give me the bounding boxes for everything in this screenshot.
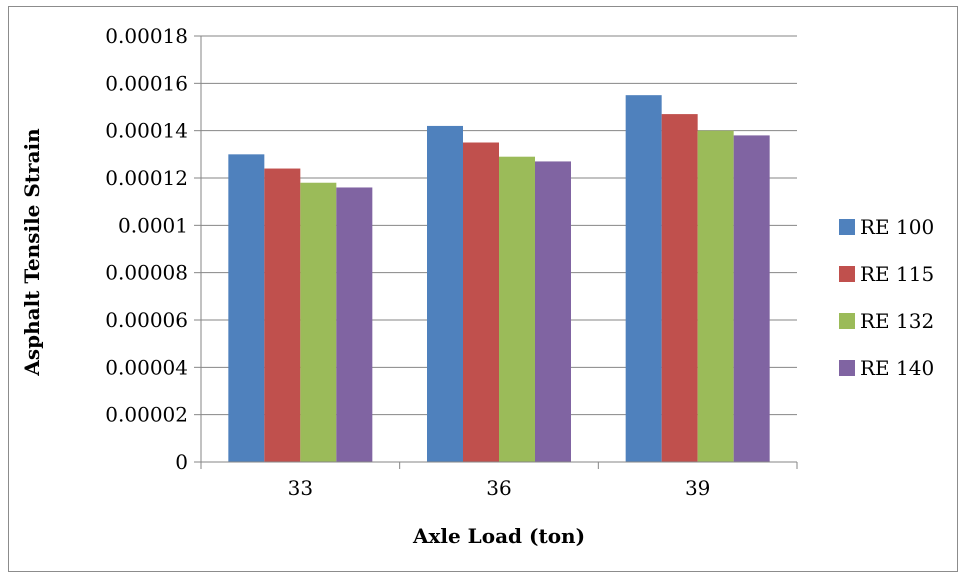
bar-re-100 [228,154,265,463]
legend-swatch [839,360,855,376]
legend-swatch [839,266,855,282]
bars [228,95,770,463]
bar-re-100 [625,95,662,463]
bar-re-115 [463,142,499,462]
y-tick-label: 0.00012 [105,166,188,190]
legend-label: RE 140 [860,356,934,380]
bar-re-132 [300,182,337,462]
x-tick-label: 36 [486,476,511,500]
bar-re-132 [697,130,734,462]
x-axis-title: Axle Load (ton) [412,524,585,548]
legend: RE 100 RE 115 RE 132 RE 140 [839,215,934,380]
y-tick-label: 0.00006 [105,308,188,332]
x-tick-label: 33 [288,476,313,500]
legend-label: RE 132 [860,309,934,333]
y-tick-label: 0.0001 [118,213,188,237]
bar-re-132 [499,156,535,462]
bar-re-140 [535,161,571,462]
axes [194,35,798,469]
bar-re-115 [264,168,301,463]
legend-label: RE 100 [860,215,934,239]
y-tick-label: 0 [175,450,188,474]
y-tick-label: 0.00018 [105,24,188,48]
y-tick-label: 0.00002 [105,403,188,427]
legend-swatch [839,219,855,235]
y-axis-title: Asphalt Tensile Strain [20,128,44,377]
tick-labels: 0 0.00002 0.00004 0.00006 0.00008 0.0001 0.000… [105,24,710,500]
y-tick-label: 0.00008 [105,261,188,285]
legend-swatch [839,313,855,329]
y-tick-label: 0.00014 [105,119,188,143]
x-tick-label: 39 [685,476,710,500]
legend-label: RE 115 [860,262,934,286]
bar-re-140 [733,135,770,462]
y-tick-label: 0.00016 [105,71,188,95]
y-tick-label: 0.00004 [105,355,188,379]
bar-re-115 [661,114,698,462]
bar-re-100 [427,125,463,462]
bar-re-140 [336,187,373,462]
